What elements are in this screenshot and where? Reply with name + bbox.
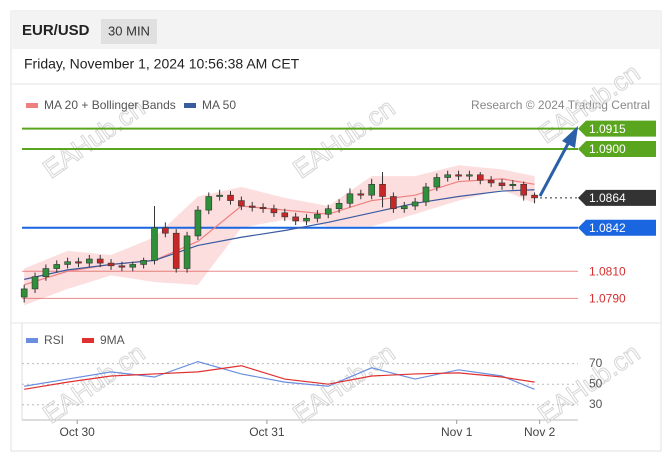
legend-label: RSI bbox=[44, 333, 64, 347]
candle-body bbox=[368, 183, 375, 196]
candle-body bbox=[259, 207, 267, 210]
candle-body bbox=[433, 177, 441, 188]
candle-body bbox=[281, 212, 289, 218]
candle-body bbox=[476, 174, 484, 181]
legend-swatch bbox=[26, 338, 38, 343]
candle-body bbox=[346, 193, 354, 204]
candle-body bbox=[96, 258, 104, 264]
candle-body bbox=[455, 174, 462, 177]
timeframe: 30 MIN bbox=[108, 23, 150, 38]
candle-body bbox=[140, 260, 147, 265]
candle-body bbox=[86, 258, 93, 264]
candle-body bbox=[20, 288, 28, 298]
source: Research © 2024 Trading Central bbox=[471, 98, 650, 112]
rsi-line bbox=[24, 365, 535, 390]
candle-body bbox=[42, 268, 50, 277]
candle-body bbox=[270, 208, 278, 214]
candle-body bbox=[444, 174, 451, 178]
projection-arrow bbox=[538, 139, 572, 197]
level-label: 1.0842 bbox=[589, 221, 626, 235]
legend-swatch bbox=[26, 103, 38, 108]
rsi-tick-label: 50 bbox=[589, 376, 603, 390]
x-tick-label: Oct 31 bbox=[249, 425, 285, 439]
level-box bbox=[578, 189, 656, 206]
candle-body bbox=[390, 196, 397, 210]
candle-body bbox=[172, 232, 180, 269]
x-tick-label: Nov 2 bbox=[524, 425, 556, 439]
candle-body bbox=[205, 196, 213, 211]
candle-body bbox=[520, 183, 527, 196]
symbol: EUR/USD bbox=[22, 22, 90, 39]
candle-body bbox=[227, 194, 234, 201]
rsi-line bbox=[24, 360, 535, 390]
candle-body bbox=[303, 217, 310, 222]
candle-body bbox=[75, 261, 82, 264]
level-label: 1.0864 bbox=[589, 191, 626, 205]
level-label: 1.0915 bbox=[589, 122, 626, 136]
candle-body bbox=[292, 216, 299, 222]
candle-body bbox=[422, 186, 430, 203]
rsi-tick-label: 70 bbox=[589, 356, 603, 370]
x-tick-label: Oct 30 bbox=[59, 425, 95, 439]
subtitle: Friday, November 1, 2024 10:56:38 AM CET bbox=[24, 56, 300, 72]
timeframe-box bbox=[101, 19, 157, 44]
candle-body bbox=[400, 205, 408, 210]
candle-body bbox=[531, 194, 538, 199]
x-tick-label: Nov 1 bbox=[441, 425, 473, 439]
candle-body bbox=[335, 203, 343, 210]
level-box bbox=[578, 120, 656, 137]
legend-swatch bbox=[82, 338, 94, 343]
candle-body bbox=[107, 262, 115, 267]
candle-body bbox=[314, 213, 321, 219]
bollinger-band bbox=[24, 165, 535, 306]
candle-body bbox=[31, 276, 39, 290]
candle-body bbox=[357, 193, 365, 196]
candle-body bbox=[238, 200, 245, 207]
level-box bbox=[578, 219, 656, 236]
level-label: 1.0900 bbox=[589, 142, 626, 156]
candle-body bbox=[64, 261, 71, 265]
candle-body bbox=[216, 194, 223, 197]
level-box bbox=[578, 140, 656, 157]
candle-body bbox=[509, 183, 517, 186]
candle-body bbox=[379, 183, 386, 197]
candle-body bbox=[411, 201, 419, 207]
candle-body bbox=[466, 174, 473, 177]
candle-body bbox=[53, 264, 61, 269]
legend-label: 9MA bbox=[100, 333, 125, 347]
legend-swatch bbox=[184, 103, 196, 108]
candle-body bbox=[248, 205, 256, 208]
candle-body bbox=[498, 182, 506, 186]
level-label: 1.0810 bbox=[589, 264, 626, 278]
candle-body bbox=[194, 209, 202, 237]
candle-body bbox=[151, 227, 158, 261]
level-label: 1.0790 bbox=[589, 292, 626, 306]
candle-body bbox=[162, 227, 169, 234]
candle-body bbox=[324, 208, 332, 215]
rsi-tick-label: 30 bbox=[589, 397, 603, 411]
projection-arrowhead bbox=[562, 126, 578, 148]
candle-body bbox=[487, 179, 495, 184]
candle-body bbox=[118, 265, 126, 268]
candle-body bbox=[183, 235, 191, 269]
legend-label: MA 50 bbox=[202, 98, 236, 112]
legend-label: MA 20 + Bollinger Bands bbox=[44, 98, 176, 112]
candle-body bbox=[129, 264, 137, 268]
